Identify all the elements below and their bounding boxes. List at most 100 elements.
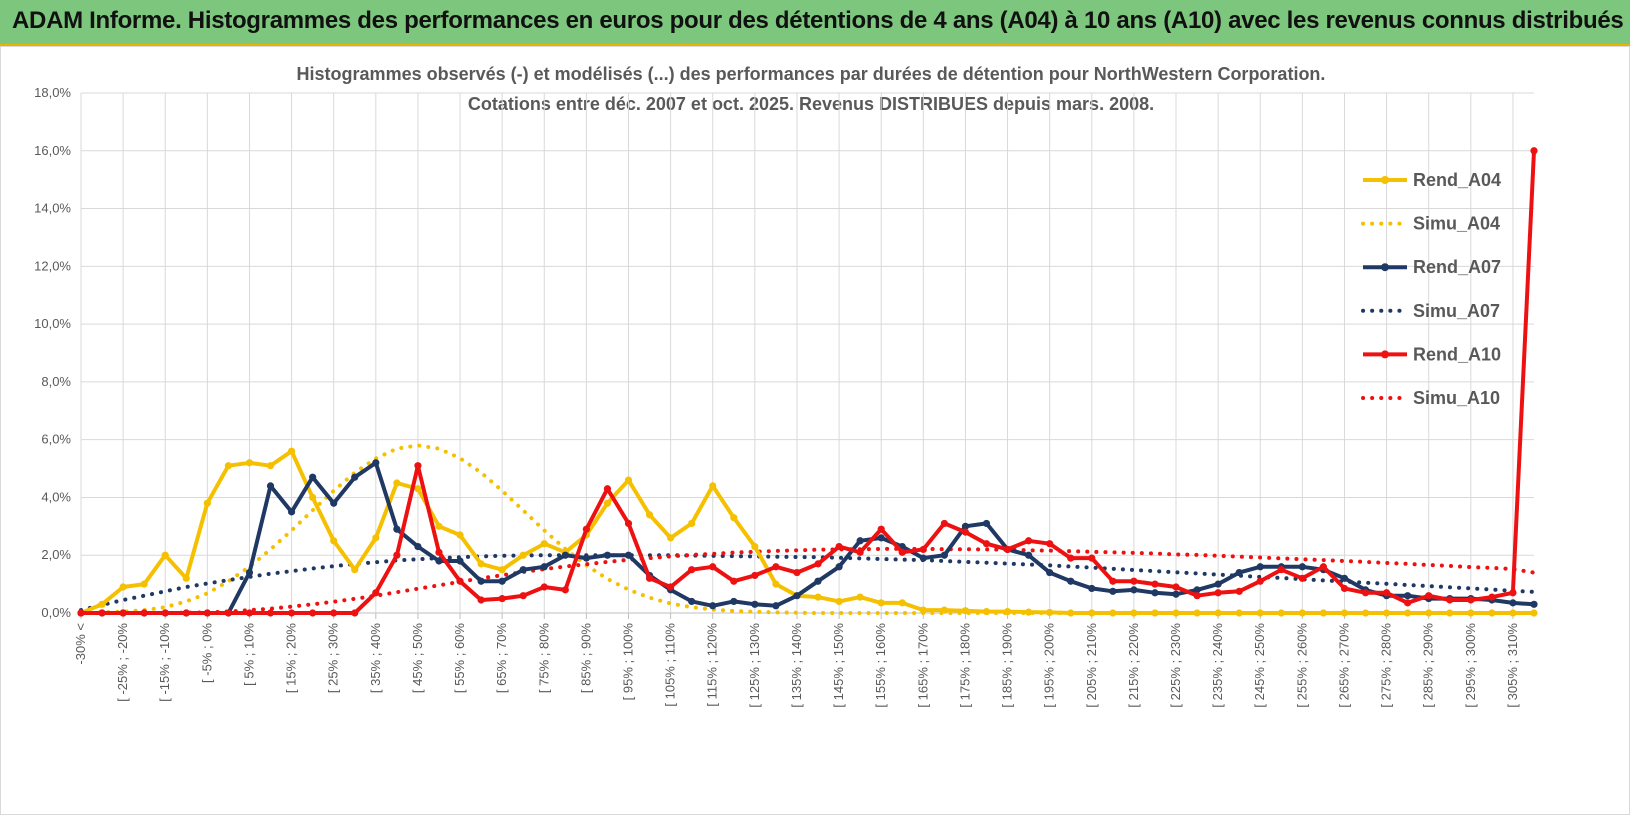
- data-point: [961, 522, 970, 530]
- data-point: [351, 566, 359, 574]
- series-rend-a10: [77, 147, 1538, 617]
- x-tick-label: [ 115% ; 120%: [705, 623, 720, 707]
- legend-marker: [1381, 350, 1389, 359]
- data-point: [1172, 590, 1180, 598]
- data-point: [309, 493, 317, 502]
- data-point: [161, 551, 169, 559]
- data-point: [1467, 609, 1475, 617]
- data-point: [709, 563, 717, 571]
- report-title: ADAM Informe. Histogrammes des performan…: [12, 7, 1624, 34]
- legend-item-simu-a10[interactable]: Simu_A10: [1361, 388, 1500, 408]
- data-point: [1067, 577, 1075, 585]
- data-point: [582, 554, 590, 562]
- data-point: [730, 597, 738, 606]
- legend-item-rend-a10[interactable]: Rend_A10: [1363, 344, 1501, 364]
- data-point: [814, 577, 822, 585]
- data-point: [1488, 609, 1496, 617]
- data-point: [351, 609, 359, 617]
- data-point: [877, 599, 885, 607]
- data-point: [814, 593, 822, 601]
- y-tick-label: 12,0%: [34, 258, 71, 273]
- y-axis-ticks: 0,0% 2,0% 4,0% 6,0% 8,0% 10,0% 12,0% 14,0% 16,0%…: [34, 85, 71, 620]
- data-point: [477, 577, 485, 585]
- gridlines: [80, 92, 1534, 619]
- data-point: [1467, 596, 1475, 604]
- chart-title-line-2: Cotations entre déc. 2007 et oct. 2025. …: [468, 94, 1154, 114]
- y-tick-label: 10,0%: [34, 316, 71, 331]
- data-point: [940, 519, 948, 528]
- data-point: [624, 551, 633, 559]
- data-point: [751, 600, 759, 608]
- legend-label: Simu_A04: [1413, 214, 1500, 234]
- data-point: [1109, 587, 1117, 595]
- data-point: [1425, 609, 1433, 617]
- data-point: [919, 554, 927, 562]
- data-point: [877, 534, 885, 542]
- y-tick-label: 0,0%: [41, 605, 71, 620]
- report-banner: ADAM Informe. Histogrammes des performan…: [0, 0, 1630, 46]
- data-point: [1151, 609, 1159, 617]
- legend-label: Simu_A10: [1413, 388, 1500, 408]
- x-tick-label: [ 95% ; 100%: [621, 623, 636, 701]
- legend-item-rend-a04[interactable]: Rend_A04: [1363, 170, 1501, 190]
- data-point: [1404, 592, 1412, 600]
- data-point: [1046, 540, 1054, 548]
- data-point: [1361, 609, 1370, 617]
- data-point: [498, 594, 506, 603]
- data-point: [1214, 580, 1222, 588]
- data-point: [1025, 551, 1033, 559]
- data-point: [730, 577, 738, 585]
- data-point: [1340, 584, 1349, 593]
- data-point: [561, 586, 569, 594]
- x-tick-label: [ 185% ; 190%: [1000, 623, 1015, 708]
- data-point: [1193, 609, 1201, 617]
- data-point: [1298, 563, 1306, 571]
- data-point: [898, 548, 906, 556]
- legend-item-simu-a07[interactable]: Simu_A07: [1361, 301, 1500, 321]
- data-point: [835, 542, 843, 551]
- data-point: [645, 574, 654, 582]
- data-point: [645, 511, 654, 519]
- data-point: [540, 540, 548, 548]
- data-point: [245, 459, 254, 467]
- series-rend-a07: [77, 459, 1538, 617]
- data-point: [919, 545, 927, 554]
- x-tick-label: [ 175% ; 180%: [957, 623, 972, 708]
- data-point: [1446, 609, 1454, 617]
- data-point: [266, 609, 275, 617]
- legend-item-simu-a04[interactable]: Simu_A04: [1361, 214, 1500, 234]
- legend-item-rend-a07[interactable]: Rend_A07: [1363, 257, 1501, 277]
- data-point: [1530, 600, 1538, 608]
- data-point: [1235, 609, 1243, 617]
- x-tick-label: [ 85% ; 90%: [578, 623, 593, 694]
- x-tick-label: [ 245% ; 250%: [1252, 623, 1267, 708]
- x-tick-label: [ 305% ; 310%: [1505, 623, 1520, 708]
- data-point: [372, 459, 380, 467]
- data-point: [1425, 592, 1433, 600]
- x-tick-label: [ 225% ; 230%: [1168, 623, 1183, 708]
- legend-marker: [1381, 176, 1389, 184]
- data-point: [287, 508, 296, 516]
- data-point: [1530, 147, 1538, 155]
- data-point: [1404, 609, 1412, 617]
- series-line: [79, 553, 1536, 613]
- data-point: [351, 473, 359, 481]
- chart-title-line-1: Histogrammes observés (-) et modélisés (…: [297, 64, 1326, 84]
- data-point: [519, 566, 527, 574]
- data-point: [1130, 577, 1138, 585]
- data-point: [814, 560, 822, 568]
- data-point: [1214, 609, 1222, 617]
- data-point: [1172, 609, 1180, 617]
- legend[interactable]: Rend_A04 Simu_A04 Rend_A07 Simu_A07 Rend_A10…: [1361, 170, 1501, 408]
- data-point: [498, 577, 506, 585]
- data-point: [245, 568, 254, 577]
- data-point: [1530, 609, 1538, 617]
- data-point: [1488, 593, 1496, 601]
- data-point: [266, 482, 275, 490]
- data-point: [982, 607, 991, 616]
- x-tick-label: [ 275% ; 280%: [1379, 623, 1394, 708]
- series-line: [81, 150, 1536, 615]
- data-point: [793, 568, 801, 577]
- data-point: [1067, 554, 1075, 562]
- data-point: [1172, 583, 1180, 591]
